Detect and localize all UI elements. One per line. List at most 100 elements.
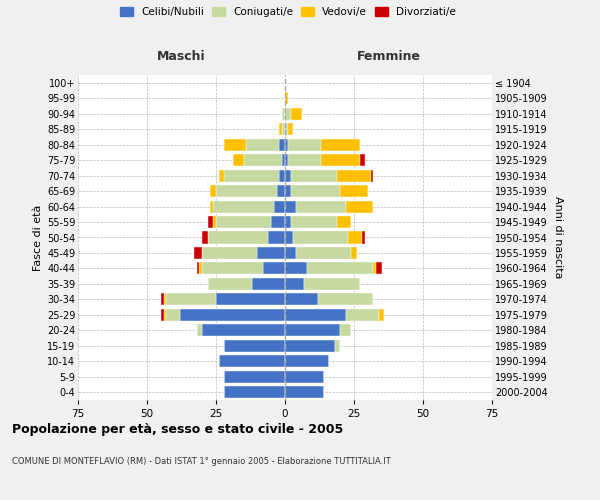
- Bar: [285, 232, 293, 243]
- Bar: [211, 200, 213, 212]
- Bar: [280, 170, 285, 181]
- Bar: [224, 371, 285, 383]
- Y-axis label: Fasce di età: Fasce di età: [32, 204, 43, 270]
- Bar: [161, 294, 164, 306]
- Bar: [280, 123, 282, 135]
- Bar: [282, 154, 285, 166]
- Bar: [164, 309, 166, 321]
- Text: Maschi: Maschi: [157, 50, 206, 62]
- Bar: [290, 216, 337, 228]
- Bar: [257, 247, 285, 259]
- Bar: [285, 92, 288, 104]
- Bar: [224, 386, 285, 398]
- Bar: [199, 262, 202, 274]
- Bar: [211, 185, 216, 197]
- Bar: [208, 278, 252, 290]
- Bar: [216, 185, 277, 197]
- Bar: [263, 262, 285, 274]
- Bar: [373, 262, 376, 274]
- Text: Popolazione per età, sesso e stato civile - 2005: Popolazione per età, sesso e stato civil…: [12, 422, 343, 436]
- Bar: [285, 216, 290, 228]
- Bar: [197, 262, 199, 274]
- Bar: [224, 170, 280, 181]
- Bar: [285, 138, 288, 150]
- Bar: [340, 324, 351, 336]
- Bar: [288, 138, 321, 150]
- Bar: [290, 185, 340, 197]
- Bar: [321, 154, 359, 166]
- Bar: [277, 185, 285, 197]
- Bar: [285, 200, 296, 212]
- Text: Femmine: Femmine: [356, 50, 421, 62]
- Bar: [166, 309, 180, 321]
- Bar: [268, 232, 285, 243]
- Bar: [224, 138, 247, 150]
- Bar: [202, 247, 257, 259]
- Bar: [282, 108, 285, 120]
- Bar: [285, 371, 323, 383]
- Bar: [371, 170, 373, 181]
- Bar: [290, 170, 337, 181]
- Bar: [359, 154, 365, 166]
- Bar: [379, 309, 385, 321]
- Bar: [285, 262, 307, 274]
- Bar: [321, 138, 359, 150]
- Bar: [307, 262, 373, 274]
- Bar: [208, 232, 268, 243]
- Bar: [288, 154, 321, 166]
- Bar: [164, 294, 166, 306]
- Bar: [296, 247, 351, 259]
- Bar: [219, 356, 285, 368]
- Bar: [271, 216, 285, 228]
- Bar: [202, 232, 208, 243]
- Bar: [337, 170, 371, 181]
- Bar: [202, 262, 263, 274]
- Bar: [285, 278, 304, 290]
- Bar: [318, 294, 373, 306]
- Bar: [346, 309, 379, 321]
- Bar: [247, 138, 280, 150]
- Bar: [252, 278, 285, 290]
- Bar: [208, 216, 213, 228]
- Bar: [304, 278, 359, 290]
- Bar: [285, 294, 318, 306]
- Y-axis label: Anni di nascita: Anni di nascita: [553, 196, 563, 279]
- Bar: [213, 216, 216, 228]
- Text: COMUNE DI MONTEFLAVIO (RM) - Dati ISTAT 1° gennaio 2005 - Elaborazione TUTTITALI: COMUNE DI MONTEFLAVIO (RM) - Dati ISTAT …: [12, 458, 391, 466]
- Bar: [346, 200, 373, 212]
- Bar: [197, 324, 202, 336]
- Bar: [285, 170, 290, 181]
- Bar: [376, 262, 382, 274]
- Bar: [224, 340, 285, 352]
- Bar: [288, 123, 293, 135]
- Bar: [340, 185, 368, 197]
- Bar: [351, 247, 357, 259]
- Bar: [285, 309, 346, 321]
- Legend: Celibi/Nubili, Coniugati/e, Vedovi/e, Divorziati/e: Celibi/Nubili, Coniugati/e, Vedovi/e, Di…: [118, 5, 458, 20]
- Bar: [335, 340, 340, 352]
- Bar: [337, 216, 351, 228]
- Bar: [285, 154, 288, 166]
- Bar: [216, 294, 285, 306]
- Bar: [285, 247, 296, 259]
- Bar: [244, 154, 282, 166]
- Bar: [233, 154, 244, 166]
- Bar: [274, 200, 285, 212]
- Bar: [219, 170, 224, 181]
- Bar: [285, 123, 288, 135]
- Bar: [280, 138, 285, 150]
- Bar: [290, 108, 302, 120]
- Bar: [285, 386, 323, 398]
- Bar: [285, 185, 290, 197]
- Bar: [216, 216, 271, 228]
- Bar: [213, 200, 274, 212]
- Bar: [285, 356, 329, 368]
- Bar: [285, 108, 290, 120]
- Bar: [161, 309, 164, 321]
- Bar: [362, 232, 365, 243]
- Bar: [293, 232, 349, 243]
- Bar: [349, 232, 362, 243]
- Bar: [285, 340, 335, 352]
- Bar: [285, 324, 340, 336]
- Bar: [296, 200, 346, 212]
